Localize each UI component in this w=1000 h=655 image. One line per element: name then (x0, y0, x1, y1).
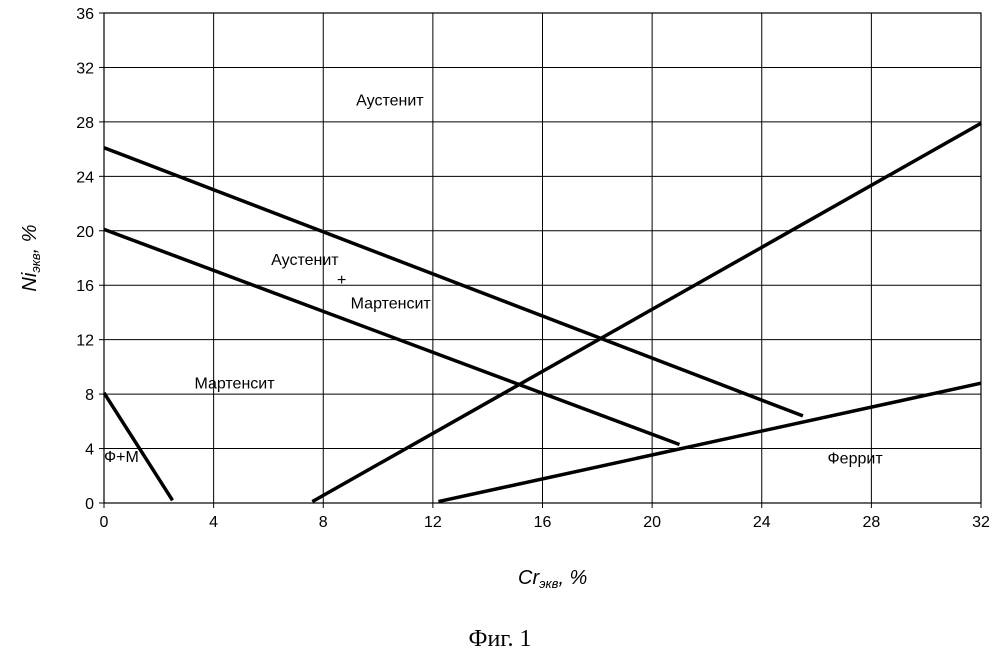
y-tick-label: 36 (76, 6, 94, 23)
region-label: + (337, 272, 346, 289)
y-tick-label: 4 (85, 442, 94, 459)
figure-caption: Фиг. 1 (469, 626, 532, 652)
boundary-line-5 (438, 383, 981, 501)
y-tick-label: 16 (76, 278, 94, 295)
region-label: Мартенсит (351, 295, 432, 312)
x-tick-label: 32 (972, 514, 990, 531)
x-tick-label: 24 (753, 514, 771, 531)
y-tick-labels: 0 4 8 12 16 20 24 28 32 36 (76, 6, 94, 513)
x-tick-label: 12 (424, 514, 442, 531)
grid-lines (99, 13, 981, 508)
boundary-line-4 (312, 123, 981, 501)
region-label: Ф+М (104, 449, 139, 466)
boundary-line-3 (104, 393, 173, 501)
region-labels: Аустенит Аустенит + Мартенсит Мартенсит Ф+М Фе… (104, 93, 883, 468)
y-tick-label: 0 (85, 496, 94, 513)
y-axis-label: Niэкв, % (19, 224, 43, 291)
region-label: Аустенит (271, 252, 339, 269)
x-tick-label: 4 (209, 514, 218, 531)
region-label: Феррит (828, 451, 884, 468)
x-tick-labels: 0 4 8 12 16 20 24 28 32 (100, 514, 990, 531)
y-tick-label: 32 (76, 60, 94, 77)
y-tick-label: 12 (76, 333, 94, 350)
x-tick-label: 16 (534, 514, 552, 531)
y-tick-label: 8 (85, 387, 94, 404)
y-tick-label: 24 (76, 169, 94, 186)
x-tick-label: 28 (862, 514, 880, 531)
x-tick-label: 20 (643, 514, 661, 531)
x-axis-label: Crэкв, % (518, 567, 587, 591)
region-label: Мартенсит (194, 376, 275, 393)
y-tick-label: 28 (76, 115, 94, 132)
region-label: Аустенит (356, 93, 424, 110)
x-tick-label: 0 (100, 514, 109, 531)
x-tick-label: 8 (319, 514, 328, 531)
y-tick-label: 20 (76, 224, 94, 241)
